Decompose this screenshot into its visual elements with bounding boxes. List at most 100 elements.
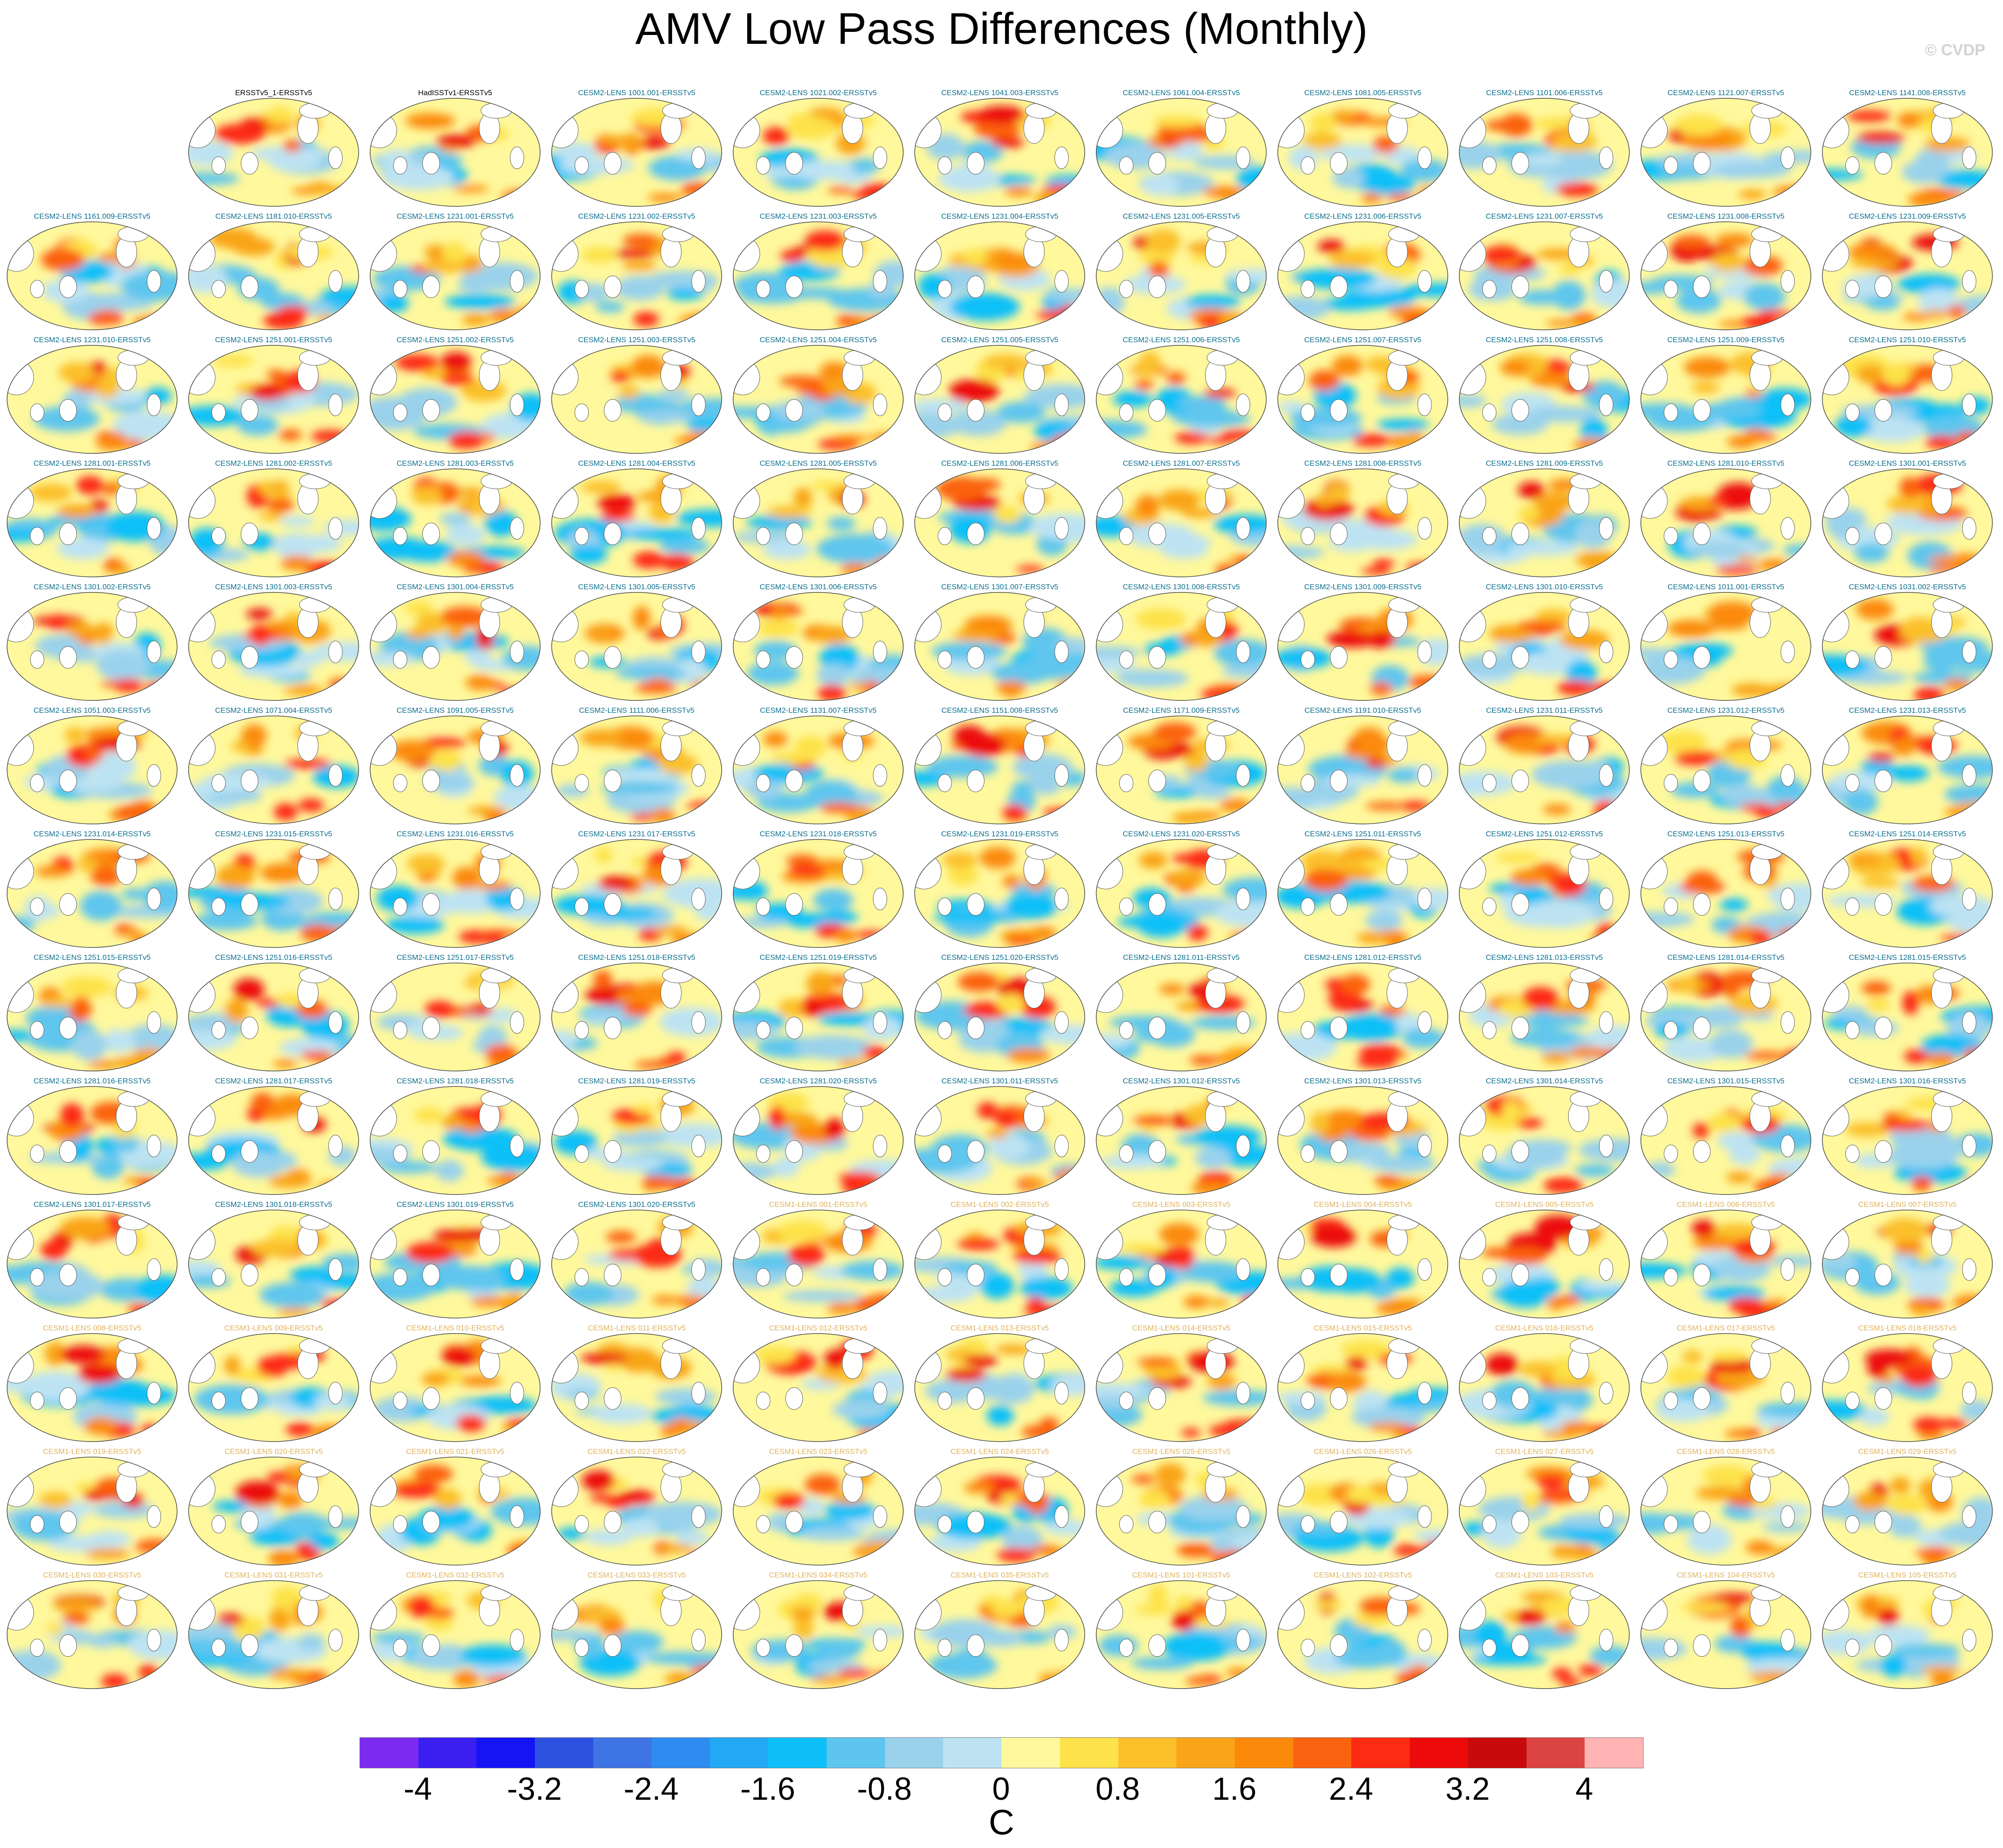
sst-difference-map	[551, 221, 722, 330]
sst-difference-map	[188, 1333, 359, 1442]
sst-difference-map	[1822, 468, 1993, 577]
sst-difference-map	[733, 221, 904, 330]
map-panel: CESM1-LENS 008-ERSSTv5	[4, 1324, 181, 1448]
colorbar-tick-label: -2.4	[623, 1771, 679, 1807]
sst-difference-map	[1640, 1580, 1811, 1689]
map-panel-grid: ERSSTv5_1-ERSSTv5 HadISSTv1-ERSSTv5 CESM2-…	[4, 89, 1996, 1695]
map-panel: CESM2-LENS 1281.001-ERSSTv5	[4, 459, 181, 583]
map-panel: CESM2-LENS 1071.004-ERSSTv5	[185, 706, 362, 830]
panel-label: CESM2-LENS 1231.007-ERSSTv5	[1485, 212, 1603, 220]
sst-difference-map	[733, 1210, 904, 1318]
colorbar-box	[476, 1738, 535, 1768]
figure-title: AMV Low Pass Differences (Monthly)	[635, 4, 1368, 54]
sst-difference-map	[1459, 98, 1630, 207]
sst-difference-map	[1277, 1210, 1448, 1318]
panel-label: CESM2-LENS 1301.011-ERSSTv5	[941, 1077, 1058, 1085]
panel-label: CESM1-LENS 001-ERSSTv5	[769, 1200, 868, 1209]
sst-difference-map	[733, 592, 904, 701]
sst-difference-map	[1822, 1210, 1993, 1318]
map-panel: CESM2-LENS 1231.020-ERSSTv5	[1093, 830, 1270, 954]
panel-label: CESM2-LENS 1231.017-ERSSTv5	[578, 830, 696, 838]
sst-difference-map	[733, 839, 904, 948]
sst-difference-map	[733, 98, 904, 207]
sst-difference-map	[1640, 592, 1811, 701]
map-panel: CESM1-LENS 020-ERSSTv5	[185, 1447, 362, 1571]
sst-difference-map	[188, 1457, 359, 1566]
sst-difference-map	[188, 839, 359, 948]
sst-difference-map	[1277, 592, 1448, 701]
colorbar-tick-label: 0.8	[1095, 1771, 1140, 1807]
sst-difference-map	[1640, 963, 1811, 1071]
map-panel: CESM2-LENS 1151.008-ERSSTv5	[911, 706, 1088, 830]
panel-label: CESM2-LENS 1001.001-ERSSTv5	[578, 89, 696, 97]
sst-difference-map	[370, 715, 541, 824]
map-panel: CESM2-LENS 1081.005-ERSSTv5	[1274, 89, 1451, 213]
map-panel: CESM2-LENS 1281.005-ERSSTv5	[730, 459, 907, 583]
panel-label: CESM2-LENS 1131.007-ERSSTv5	[760, 706, 877, 715]
panel-label: CESM2-LENS 1251.018-ERSSTv5	[578, 953, 696, 962]
sst-difference-map	[551, 1333, 722, 1442]
map-panel: CESM1-LENS 011-ERSSTv5	[548, 1324, 725, 1448]
map-panel: CESM2-LENS 1251.013-ERSSTv5	[1637, 830, 1814, 954]
map-panel: CESM2-LENS 1251.017-ERSSTv5	[367, 953, 544, 1077]
sst-difference-map	[370, 839, 541, 948]
sst-difference-map	[1277, 963, 1448, 1071]
panel-label: CESM2-LENS 1301.019-ERSSTv5	[396, 1200, 514, 1209]
map-panel: CESM2-LENS 1101.006-ERSSTv5	[1456, 89, 1633, 213]
panel-label: CESM2-LENS 1281.004-ERSSTv5	[578, 459, 696, 468]
map-panel: CESM2-LENS 1251.015-ERSSTv5	[4, 953, 181, 1077]
map-panel: CESM2-LENS 1251.014-ERSSTv5	[1819, 830, 1996, 954]
panel-label: CESM2-LENS 1101.006-ERSSTv5	[1486, 89, 1603, 97]
map-panel: CESM2-LENS 1251.005-ERSSTv5	[911, 336, 1088, 460]
panel-label: CESM1-LENS 021-ERSSTv5	[406, 1447, 505, 1456]
colorbar-box	[1235, 1738, 1293, 1768]
panel-label: CESM2-LENS 1301.015-ERSSTv5	[1667, 1077, 1785, 1085]
panel-label: CESM2-LENS 1231.012-ERSSTv5	[1667, 706, 1785, 715]
map-panel: HadISSTv1-ERSSTv5	[367, 89, 544, 213]
panel-label: CESM2-LENS 1251.004-ERSSTv5	[759, 336, 877, 344]
colorbar-tick-label: -1.6	[740, 1771, 796, 1807]
panel-label: CESM2-LENS 1301.008-ERSSTv5	[1122, 583, 1240, 591]
sst-difference-map	[1822, 1333, 1993, 1442]
map-panel: CESM2-LENS 1301.018-ERSSTv5	[185, 1200, 362, 1324]
map-panel: CESM1-LENS 014-ERSSTv5	[1093, 1324, 1270, 1448]
colorbar-box	[535, 1738, 593, 1768]
sst-difference-map	[551, 1580, 722, 1689]
map-panel: CESM1-LENS 004-ERSSTv5	[1274, 1200, 1451, 1324]
map-panel: CESM1-LENS 002-ERSSTv5	[911, 1200, 1088, 1324]
sst-difference-map	[1640, 1457, 1811, 1566]
sst-difference-map	[7, 839, 178, 948]
sst-difference-map	[914, 468, 1085, 577]
panel-label: CESM2-LENS 1231.011-ERSSTv5	[1486, 706, 1603, 715]
sst-difference-map	[1096, 1333, 1267, 1442]
colorbar-box	[1060, 1738, 1118, 1768]
panel-label: CESM2-LENS 1281.002-ERSSTv5	[215, 459, 333, 468]
map-panel: CESM2-LENS 1231.008-ERSSTv5	[1637, 212, 1814, 336]
sst-difference-map	[188, 963, 359, 1071]
panel-label: CESM1-LENS 016-ERSSTv5	[1495, 1324, 1594, 1332]
panel-label: CESM2-LENS 1281.009-ERSSTv5	[1485, 459, 1603, 468]
map-panel: CESM1-LENS 030-ERSSTv5	[4, 1571, 181, 1695]
colorbar-tick-labels: -4 -3.2 -2.4 -1.6 -0.8 0 0.8 1.6 2.4 3.2 4	[0, 1771, 2003, 1811]
map-panel: CESM2-LENS 1301.009-ERSSTv5	[1274, 583, 1451, 707]
colorbar-tick-label: 2.4	[1329, 1771, 1373, 1807]
sst-difference-map	[914, 1333, 1085, 1442]
colorbar-tick-label: 1.6	[1212, 1771, 1257, 1807]
panel-label: CESM2-LENS 1171.009-ERSSTv5	[1123, 706, 1240, 715]
panel-label: CESM2-LENS 1231.002-ERSSTv5	[578, 212, 696, 220]
colorbar-box	[710, 1738, 769, 1768]
panel-label: CESM2-LENS 1281.012-ERSSTv5	[1304, 953, 1422, 962]
sst-difference-map	[1640, 715, 1811, 824]
map-panel: CESM2-LENS 1281.019-ERSSTv5	[548, 1077, 725, 1201]
panel-label: CESM2-LENS 1251.007-ERSSTv5	[1304, 336, 1422, 344]
panel-label: CESM1-LENS 035-ERSSTv5	[950, 1571, 1049, 1579]
panel-label: CESM2-LENS 1251.005-ERSSTv5	[941, 336, 1059, 344]
panel-label: CESM1-LENS 011-ERSSTv5	[588, 1324, 686, 1332]
map-panel: CESM2-LENS 1231.006-ERSSTv5	[1274, 212, 1451, 336]
panel-label: CESM2-LENS 1281.016-ERSSTv5	[33, 1077, 151, 1085]
panel-label: CESM1-LENS 031-ERSSTv5	[224, 1571, 323, 1579]
sst-difference-map	[1640, 221, 1811, 330]
map-panel: CESM2-LENS 1301.004-ERSSTv5	[367, 583, 544, 707]
sst-difference-map	[914, 592, 1085, 701]
map-panel: CESM1-LENS 019-ERSSTv5	[4, 1447, 181, 1571]
